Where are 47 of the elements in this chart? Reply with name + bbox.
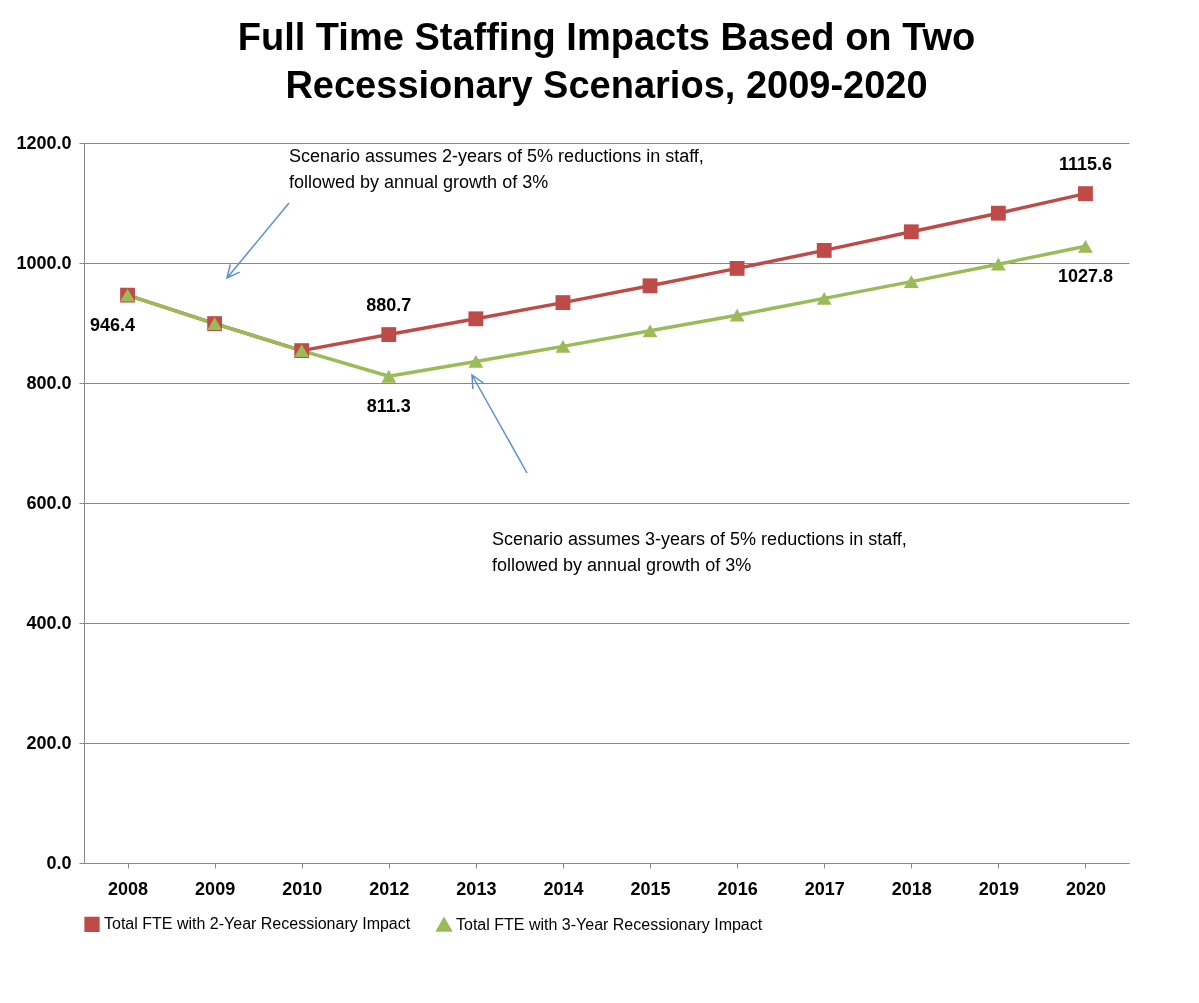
y-tick-label: 0.0 (46, 852, 72, 873)
x-tick-label: 2012 (369, 878, 410, 899)
point (1078, 186, 1093, 202)
point (555, 339, 571, 353)
point (468, 311, 484, 327)
annotation: Scenario assumes 3-years of 5% reductions in staff, followed by annual growth of 3% (492, 529, 907, 575)
data-label: 1115.6 (1058, 153, 1112, 174)
y-tick-label: 1000.0 (16, 252, 72, 273)
y-tick-label: 800.0 (26, 372, 72, 393)
data-label: 880.7 (366, 294, 412, 315)
point (555, 295, 571, 311)
x-tick-label: 2017 (804, 878, 845, 899)
point (903, 275, 919, 289)
x-tick-label: 2010 (282, 878, 323, 899)
legend-label: Total FTE with 2-Year Recessionary Impact (104, 915, 411, 933)
x-tick-label: 2015 (630, 878, 671, 899)
point (816, 242, 832, 258)
x-tick-label: 2013 (456, 878, 497, 899)
point (642, 324, 658, 338)
x-tick-label: 2009 (195, 878, 236, 899)
point (729, 260, 745, 276)
point (729, 308, 745, 322)
data-label: 1027.8 (1057, 266, 1113, 287)
x-tick-label: 2008 (108, 878, 149, 899)
point (468, 354, 484, 368)
data-label: 946.4 (90, 315, 136, 336)
point (1078, 239, 1093, 253)
point (990, 205, 1006, 221)
point (642, 278, 658, 294)
legend-label: Total FTE with 3-Year Recessionary Impact (456, 915, 763, 933)
x-tick-label: 2018 (891, 878, 932, 899)
data-label: 811.3 (366, 396, 411, 417)
point (903, 224, 919, 240)
chart-title: Full Time Staffing Impacts Based on Two Recessionary Scenarios, 2009-2020 (237, 16, 976, 106)
x-tick-label: 2019 (978, 878, 1019, 899)
y-tick-label: 400.0 (26, 612, 72, 633)
y-tick-label: 1200.0 (16, 132, 72, 153)
x-tick-label: 2020 (1065, 878, 1106, 899)
y-tick-label: 200.0 (26, 732, 72, 753)
point (816, 291, 832, 305)
x-tick-label: 2014 (543, 878, 584, 899)
x-tick-label: 2016 (717, 878, 758, 899)
y-tick-label: 600.0 (26, 492, 72, 513)
point (381, 369, 397, 383)
point (990, 257, 1006, 271)
point (381, 327, 397, 342)
annotation: Scenario assumes 2-years of 5% reductions in staff, followed by annual growth of 3% (289, 146, 704, 192)
